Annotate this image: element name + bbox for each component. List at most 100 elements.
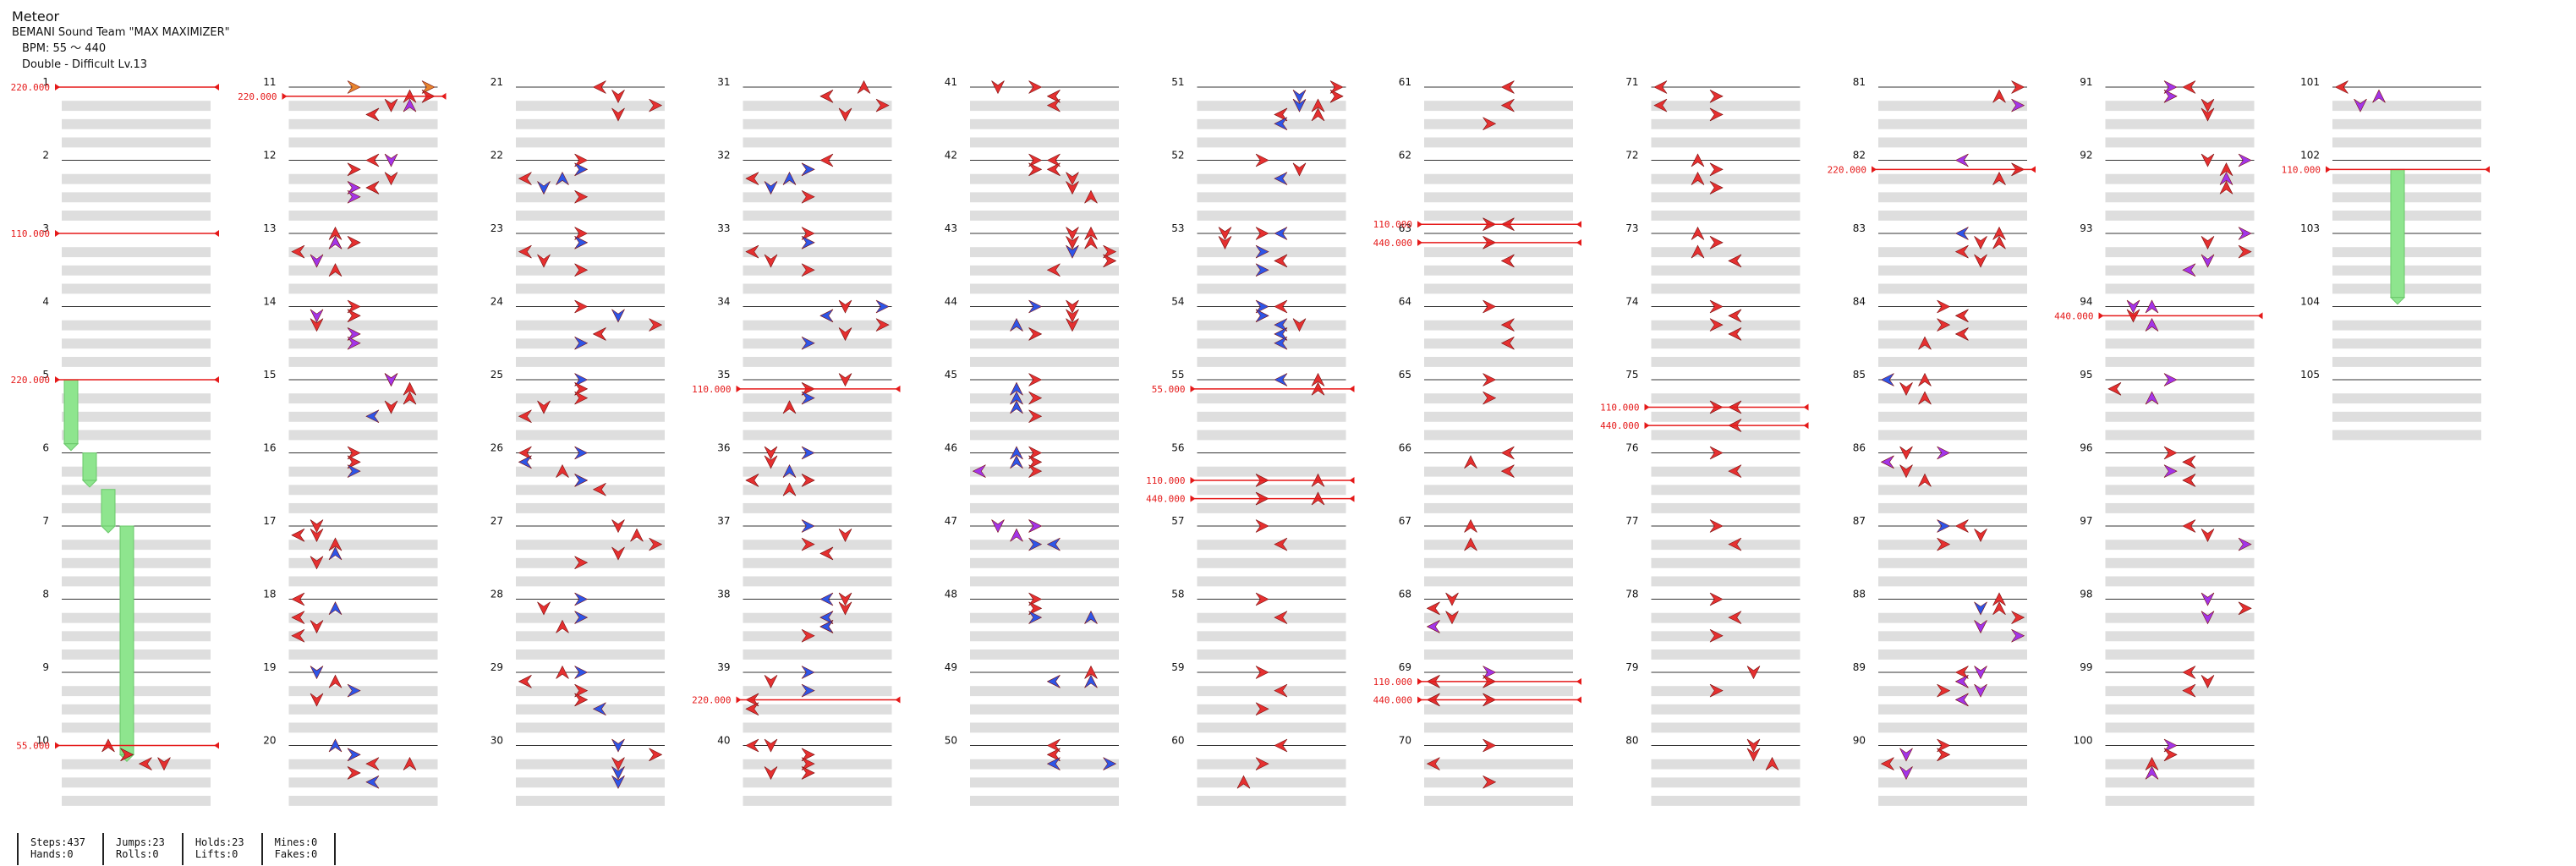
measure-number: 89 <box>1853 661 1866 673</box>
measure-number: 84 <box>1853 296 1866 308</box>
measure-number: 17 <box>263 515 276 527</box>
beat-band <box>1878 722 2027 733</box>
beat-band <box>516 686 665 697</box>
arrow-right <box>1255 519 1269 533</box>
arrow-right <box>347 299 361 314</box>
beat-band <box>970 101 1119 112</box>
arrow-down <box>611 738 625 753</box>
arrow-left <box>745 474 759 487</box>
beat-band <box>1878 777 2027 788</box>
beat-band <box>62 540 211 551</box>
beat-band <box>62 173 211 184</box>
arrow-left <box>2182 683 2196 698</box>
arrow-right <box>2238 537 2252 551</box>
beat-band <box>288 557 438 568</box>
bpm-marker-left <box>2326 166 2331 173</box>
arrow-left <box>819 611 834 624</box>
arrow-right <box>801 189 815 204</box>
hold-note <box>63 379 79 445</box>
arrow-right <box>347 748 361 762</box>
measure-number: 100 <box>2074 735 2093 747</box>
beat-band <box>1878 649 2027 660</box>
difficulty-label: Double - Difficult Lv.13 <box>22 58 148 71</box>
beat-band <box>1878 210 2027 221</box>
beat-band <box>1197 704 1346 715</box>
measure-number: 87 <box>1853 515 1866 527</box>
arrow-right <box>1028 327 1043 341</box>
measure-number: 26 <box>491 442 503 454</box>
arrow-up <box>1992 171 2006 185</box>
bpm-marker-right <box>214 376 219 383</box>
measure-number: 42 <box>945 150 957 162</box>
arrow-down <box>2126 299 2140 314</box>
arrow-up <box>556 619 569 633</box>
measure-number: 13 <box>263 222 276 234</box>
arrow-right <box>1028 537 1043 551</box>
arrow-left <box>365 757 380 770</box>
arrow-down <box>611 309 625 323</box>
beat-band <box>62 649 211 660</box>
arrow-up <box>1464 455 1477 469</box>
beat-band <box>1878 247 2027 258</box>
beat-band <box>288 649 438 660</box>
beat-band <box>1651 576 1800 587</box>
arrow-right <box>1709 181 1724 195</box>
measure-number: 82 <box>1853 150 1866 162</box>
beat-band <box>1424 722 1573 733</box>
measure-number: 40 <box>717 735 730 747</box>
arrow-down <box>310 309 324 323</box>
beat-band <box>62 502 211 513</box>
measure-number: 85 <box>1853 369 1866 381</box>
beat-band <box>2105 393 2255 404</box>
beat-band <box>970 759 1119 770</box>
beat-band <box>743 704 892 715</box>
fakes-count: Fakes:0 <box>274 848 318 860</box>
beat-band <box>62 795 211 806</box>
arrow-down <box>1292 162 1307 177</box>
beat-band <box>2332 411 2481 422</box>
arrow-left <box>1274 327 1288 341</box>
beat-band <box>1424 485 1573 496</box>
arrow-left <box>365 409 380 424</box>
arrow-up <box>2145 317 2159 332</box>
arrow-down <box>611 766 625 781</box>
arrow-up <box>1765 756 1779 770</box>
arrow-down <box>764 446 778 460</box>
beat-band <box>516 466 665 477</box>
arrow-right <box>1483 775 1497 789</box>
beat-band <box>1197 557 1346 568</box>
beat-band <box>1424 686 1573 697</box>
arrow-down <box>611 519 625 534</box>
bpm-label: 440.000 <box>1600 420 1639 431</box>
beat-band <box>1651 777 1800 788</box>
arrow-left <box>1426 757 1440 770</box>
beat-band <box>743 485 892 496</box>
bpm-label: 110.000 <box>1373 677 1412 688</box>
arrow-up <box>782 463 797 478</box>
arrow-right <box>2163 748 2178 762</box>
arrow-right <box>1103 254 1117 268</box>
beat-band <box>2332 283 2481 294</box>
arrow-right <box>649 748 663 762</box>
beat-band <box>2332 210 2481 221</box>
song-title: Meteor <box>12 8 60 25</box>
beat-band <box>516 430 665 441</box>
measure-number: 76 <box>1625 442 1638 454</box>
measure-number: 69 <box>1399 661 1411 673</box>
beat-band <box>1878 576 2027 587</box>
arrow-up <box>328 226 343 240</box>
beat-band <box>2105 173 2255 184</box>
beat-band <box>743 777 892 788</box>
beat-band <box>2332 430 2481 441</box>
beat-band <box>288 411 438 422</box>
beat-band <box>2105 320 2255 331</box>
arrow-left <box>291 628 305 643</box>
measure-number: 10 <box>36 735 49 747</box>
beat-band <box>1424 777 1573 788</box>
arrow-right <box>875 318 890 332</box>
bpm-marker-left <box>55 376 60 383</box>
arrow-up <box>1992 235 2006 249</box>
arrow-left <box>518 446 532 460</box>
arrow-right <box>2163 446 2178 460</box>
bpm-marker-right <box>895 385 901 392</box>
